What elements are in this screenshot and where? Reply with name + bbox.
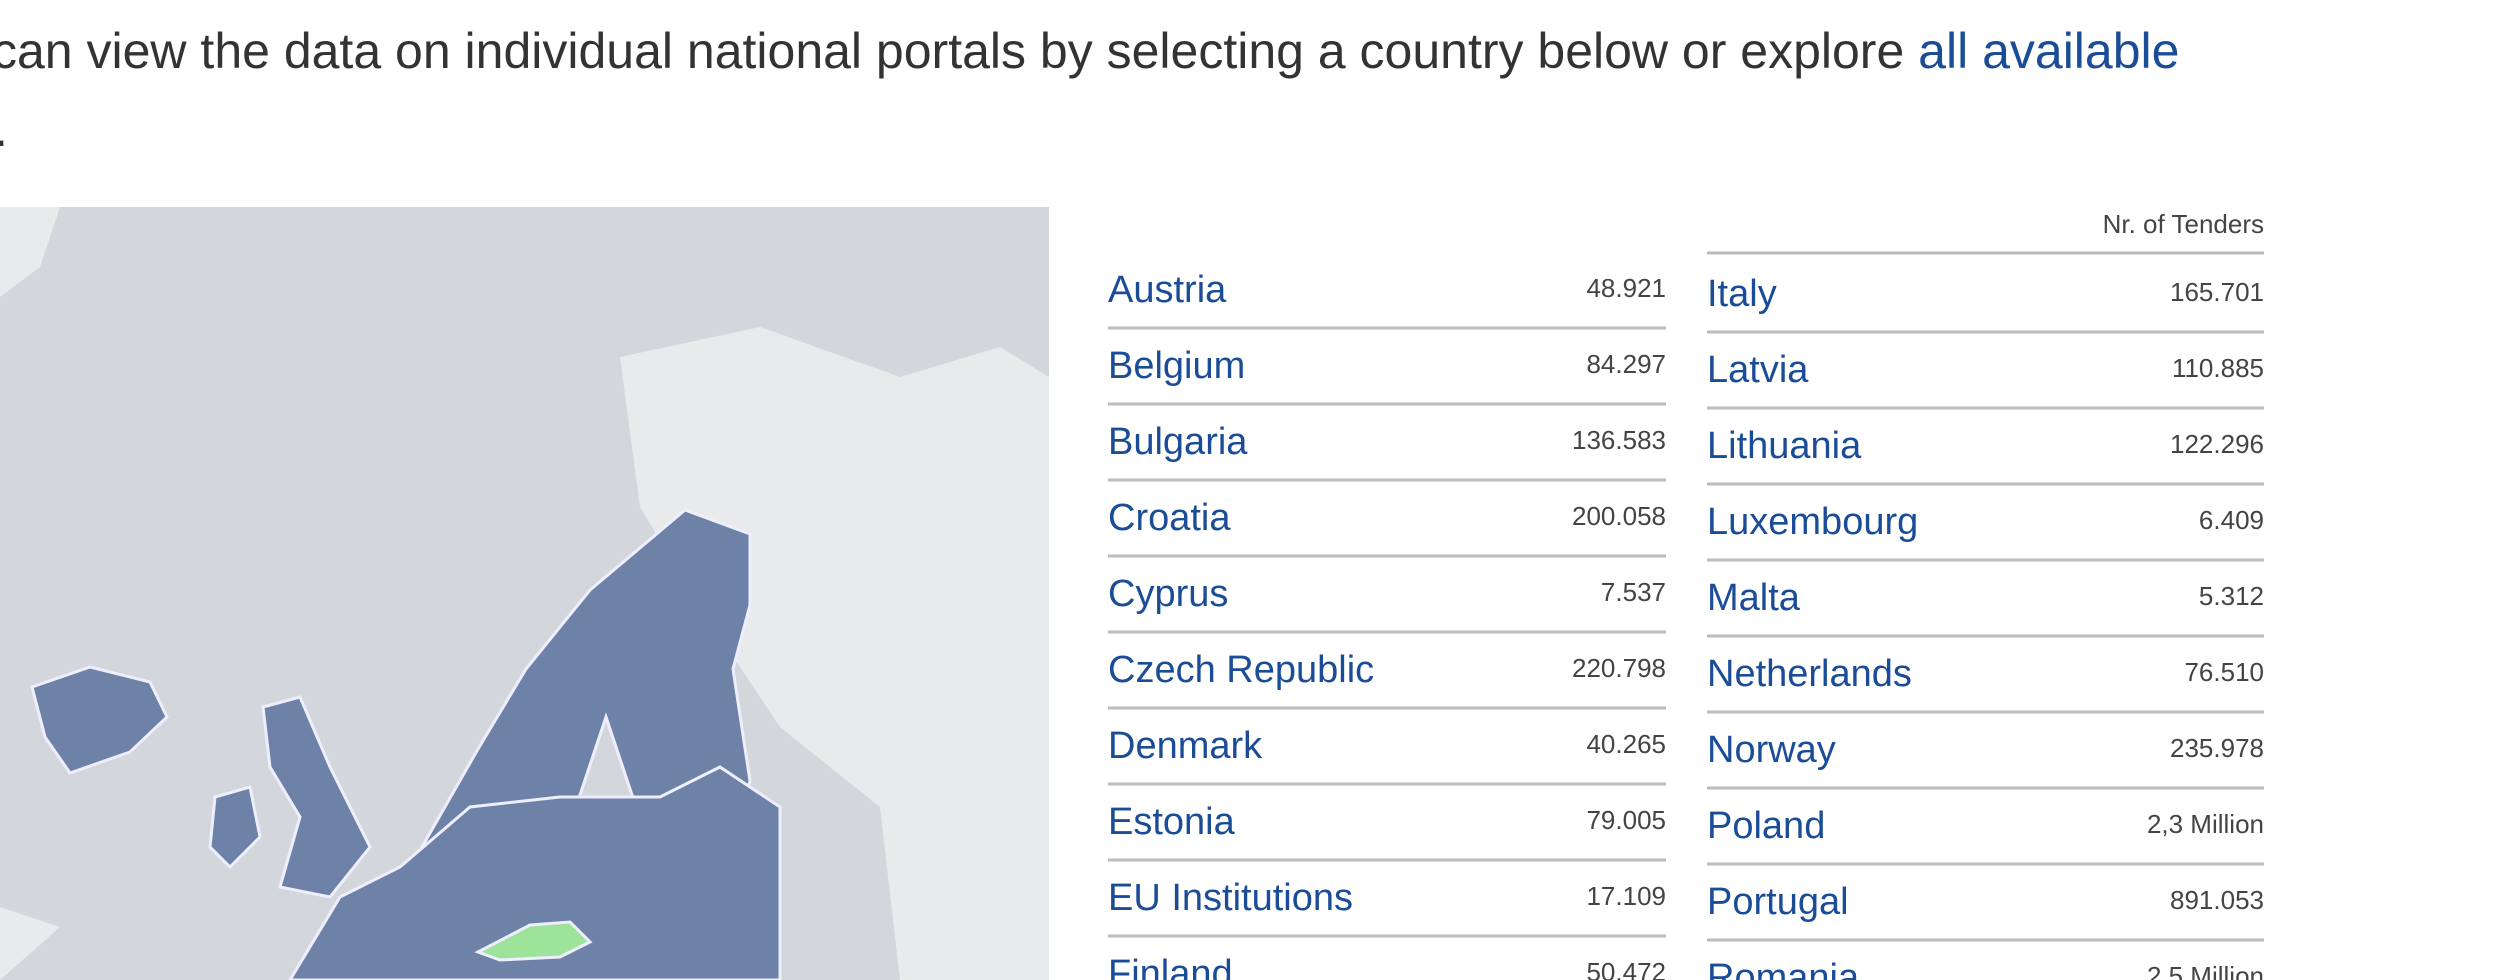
intro: can view the data on individual national…: [0, 22, 2179, 80]
tender-count: 40.265: [1586, 729, 1666, 759]
country-link[interactable]: Austria: [1108, 269, 1227, 311]
tender-count: 76.510: [2184, 657, 2264, 687]
all-available-link[interactable]: all available: [1918, 23, 2180, 79]
country-link[interactable]: Luxembourg: [1707, 501, 1918, 543]
country-link[interactable]: Latvia: [1707, 349, 1809, 391]
tender-count: 2,5 Million: [2147, 961, 2264, 980]
map[interactable]: [0, 207, 1049, 980]
country-link[interactable]: Malta: [1707, 577, 1801, 619]
country-link[interactable]: Norway: [1707, 729, 1836, 771]
country-link[interactable]: Belgium: [1108, 345, 1245, 387]
tender-count: 7.537: [1601, 577, 1666, 607]
country-link[interactable]: Romania: [1707, 957, 1860, 980]
country-link[interactable]: Bulgaria: [1108, 421, 1248, 463]
country-link[interactable]: Cyprus: [1108, 573, 1228, 615]
tender-count: 136.583: [1572, 425, 1666, 455]
tender-count: 17.109: [1586, 881, 1666, 911]
tender-count: 79.005: [1586, 805, 1666, 835]
country-link[interactable]: Croatia: [1108, 497, 1231, 539]
country-link[interactable]: Denmark: [1108, 725, 1263, 767]
country-link[interactable]: Estonia: [1108, 801, 1236, 843]
country-link[interactable]: Finland: [1108, 953, 1233, 980]
country-link[interactable]: Czech Republic: [1108, 649, 1374, 691]
intro-text: can view the data on individual national…: [0, 23, 1905, 79]
tender-count: 220.798: [1572, 653, 1666, 683]
tender-count: 48.921: [1586, 273, 1666, 303]
country-link[interactable]: Netherlands: [1707, 653, 1912, 695]
tender-count: 50.472: [1586, 957, 1666, 980]
country-link[interactable]: Portugal: [1707, 881, 1849, 923]
tender-count: 891.053: [2170, 885, 2264, 915]
country-link[interactable]: Lithuania: [1707, 425, 1862, 467]
tender-count: 2,3 Million: [2147, 809, 2264, 839]
tender-count: 5.312: [2199, 581, 2264, 611]
country-link[interactable]: Italy: [1707, 273, 1777, 315]
tender-count: 165.701: [2170, 277, 2264, 307]
tender-count: 122.296: [2170, 429, 2264, 459]
column-header: Nr. of Tenders: [2103, 209, 2264, 239]
tender-count: 200.058: [1572, 501, 1666, 531]
intro-continuation: .: [0, 100, 8, 158]
tender-count: 110.885: [2172, 353, 2264, 383]
country-link[interactable]: EU Institutions: [1108, 877, 1353, 919]
country-link[interactable]: Poland: [1707, 805, 1825, 847]
tender-count: 6.409: [2199, 505, 2264, 535]
tender-count: 84.297: [1586, 349, 1666, 379]
tender-count: 235.978: [2170, 733, 2264, 763]
